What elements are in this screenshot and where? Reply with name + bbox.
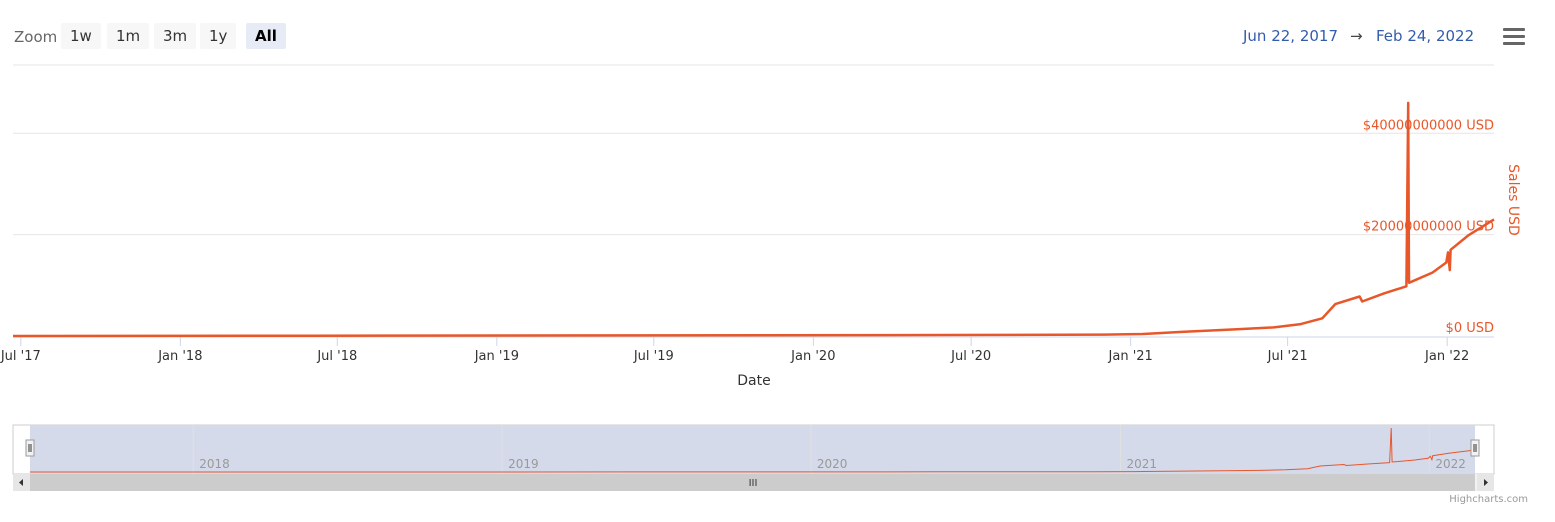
- scrollbar-thumb[interactable]: [30, 474, 1475, 491]
- navigator-right-handle[interactable]: [1470, 439, 1480, 457]
- scrollbar-grip-icon: III: [749, 478, 758, 489]
- scroll-left-arrow-icon: [19, 479, 23, 486]
- x-tick-label: Jan '20: [790, 349, 835, 364]
- navigator-selected-range[interactable]: [30, 425, 1475, 474]
- x-tick-label: Jul '21: [1267, 349, 1308, 364]
- x-tick-label: Jul '18: [316, 349, 357, 364]
- x-axis-ticks: Jul '17 Jan '18 Jul '18 Jan '19 Jul '19 Jan '…: [0, 337, 1469, 364]
- x-tick-label: Jan '22: [1424, 349, 1469, 364]
- zoom-label: Zoom: [14, 28, 58, 46]
- y-tick-label: $0 USD: [1446, 321, 1494, 336]
- scroll-right-arrow-icon: [1484, 479, 1488, 486]
- y-axis-title: Sales USD: [1505, 164, 1521, 236]
- zoom-1y-button[interactable]: 1y: [200, 23, 237, 49]
- navigator-grid: 2018 2019 2020 2021 2022: [192, 425, 1466, 474]
- x-tick-label: Jan '19: [474, 349, 519, 364]
- y-tick-label: $40000000000 USD: [1363, 118, 1494, 133]
- y-tick-label: $20000000000 USD: [1363, 220, 1494, 235]
- x-tick-label: Jul '19: [633, 349, 674, 364]
- x-axis-title: Date: [737, 373, 770, 389]
- credits-link[interactable]: Highcharts.com: [1449, 494, 1528, 505]
- navigator-year-label: 2018: [199, 457, 230, 471]
- navigator-year-label: 2019: [508, 457, 539, 471]
- navigator-series-line: [30, 427, 1476, 473]
- x-tick-label: Jan '18: [157, 349, 202, 364]
- x-tick-label: Jan '21: [1108, 349, 1153, 364]
- series-line: [12, 101, 1495, 338]
- x-tick-label: Jul '17: [0, 349, 41, 364]
- zoom-1w-button[interactable]: 1w: [61, 23, 101, 49]
- navigator-year-label: 2022: [1435, 457, 1466, 471]
- range-to-input[interactable]: Feb 24, 2022: [1376, 27, 1475, 45]
- zoom-1m-button[interactable]: 1m: [107, 23, 150, 49]
- navigator-year-label: 2021: [1127, 457, 1158, 471]
- hamburger-menu-icon[interactable]: [1503, 28, 1525, 46]
- x-tick-label: Jul '20: [950, 349, 991, 364]
- range-arrow: →: [1350, 27, 1363, 45]
- navigator-left-handle[interactable]: [25, 439, 35, 457]
- zoom-3m-button[interactable]: 3m: [154, 23, 197, 49]
- grid-lines: [13, 132, 1494, 236]
- navigator-year-label: 2020: [817, 457, 848, 471]
- y-axis-labels: $40000000000 USD $20000000000 USD $0 USD: [1363, 118, 1494, 336]
- zoom-all-button[interactable]: All: [246, 23, 286, 49]
- range-from-input[interactable]: Jun 22, 2017: [1243, 27, 1339, 45]
